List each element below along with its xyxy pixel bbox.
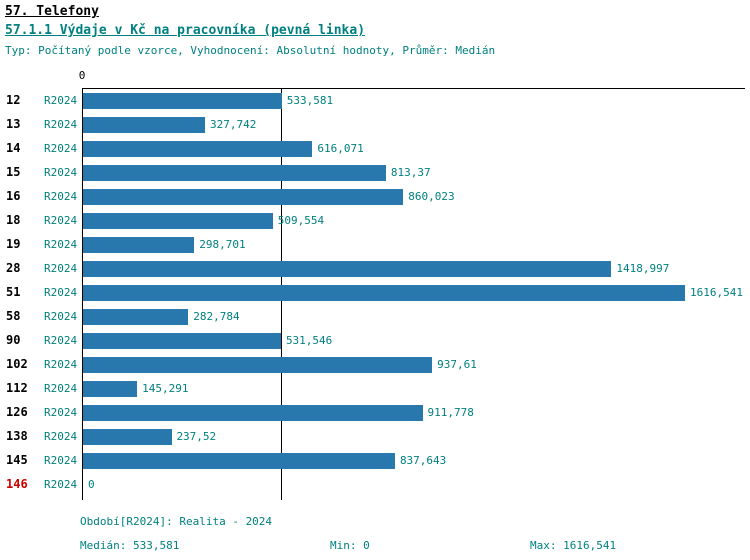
bar (83, 429, 172, 445)
period-label: R2024 (44, 478, 78, 491)
chart-row: 14 R2024 616,071 (0, 137, 750, 161)
category-label: 146 (6, 477, 28, 491)
axis-top-line (82, 88, 745, 89)
category-label: 51 (6, 285, 21, 299)
chart-row: 12 R2024 533,581 (0, 89, 750, 113)
chart-row: 146 R2024 0 (0, 473, 750, 497)
chart-row: 15 R2024 813,37 (0, 161, 750, 185)
period-label: R2024 (44, 286, 78, 299)
chart-subtitle: Typ: Počítaný podle vzorce, Vyhodnocení:… (5, 44, 496, 57)
period-label: R2024 (44, 406, 78, 419)
category-label: 12 (6, 93, 21, 107)
chart-row: 90 R2024 531,546 (0, 329, 750, 353)
value-label: 237,52 (176, 430, 217, 443)
period-label: R2024 (44, 94, 78, 107)
chart-title: 57.1.1 Výdaje v Kč na pracovníka (pevná … (5, 23, 366, 38)
axis-zero-line (82, 88, 83, 500)
chart-row: 145 R2024 837,643 (0, 449, 750, 473)
footer-median: Medián: 533,581 (80, 539, 180, 552)
category-label: 90 (6, 333, 21, 347)
period-label: R2024 (44, 382, 78, 395)
chart-row: 13 R2024 327,742 (0, 113, 750, 137)
category-label: 14 (6, 141, 21, 155)
footer-min: Min: 0 (330, 539, 370, 552)
category-label: 16 (6, 189, 21, 203)
bar (83, 141, 313, 157)
value-label: 813,37 (390, 166, 431, 179)
bar (83, 357, 433, 373)
period-label: R2024 (44, 430, 78, 443)
chart-row: 126 R2024 911,778 (0, 401, 750, 425)
value-label: 837,643 (399, 454, 447, 467)
period-label: R2024 (44, 454, 78, 467)
chart-row: 19 R2024 298,701 (0, 233, 750, 257)
category-label: 19 (6, 237, 21, 251)
bar (83, 93, 282, 109)
category-label: 18 (6, 213, 21, 227)
bar (83, 309, 189, 325)
bar (83, 381, 138, 397)
value-label: 937,61 (437, 358, 477, 371)
category-label: 13 (6, 117, 21, 131)
value-label: 327,742 (210, 118, 257, 131)
value-label: 531,546 (285, 334, 333, 347)
value-label: 616,071 (317, 142, 364, 155)
category-label: 138 (6, 429, 28, 443)
value-label: 298,701 (199, 238, 246, 251)
bar (83, 189, 404, 205)
bar (83, 333, 281, 349)
period-label: R2024 (44, 334, 78, 347)
chart-row: 18 R2024 509,554 (0, 209, 750, 233)
axis-zero-tick-label: 0 (78, 69, 86, 82)
period-label: R2024 (44, 358, 78, 371)
period-label: R2024 (44, 238, 78, 251)
bar (83, 237, 195, 253)
chart-row: 28 R2024 1418,997 (0, 257, 750, 281)
chart-row: 16 R2024 860,023 (0, 185, 750, 209)
category-label: 58 (6, 309, 21, 323)
bar (83, 261, 612, 277)
bar (83, 453, 395, 469)
category-label: 102 (6, 357, 28, 371)
footer-period: Období[R2024]: Realita - 2024 (80, 515, 273, 528)
bar (83, 165, 386, 181)
period-label: R2024 (44, 310, 78, 323)
chart-row: 58 R2024 282,784 (0, 305, 750, 329)
period-label: R2024 (44, 190, 78, 203)
chart-row: 112 R2024 145,291 (0, 377, 750, 401)
value-label: 860,023 (408, 190, 455, 203)
category-label: 112 (6, 381, 28, 395)
value-label: 282,784 (193, 310, 240, 323)
period-label: R2024 (44, 118, 78, 131)
chart-rows: 12 R2024 533,581 13 R2024 327,742 14 R2024 616,0… (0, 89, 750, 497)
footer-max: Max: 1616,541 (530, 539, 617, 552)
value-label: 0 (88, 478, 95, 491)
chart-row: 138 R2024 237,52 (0, 425, 750, 449)
bar (83, 117, 206, 133)
value-label: 509,554 (277, 214, 325, 227)
chart-row: 102 R2024 937,61 (0, 353, 750, 377)
category-label: 28 (6, 261, 21, 275)
value-label: 145,291 (142, 382, 189, 395)
category-label: 145 (6, 453, 28, 467)
period-label: R2024 (44, 214, 78, 227)
value-label: 533,581 (286, 94, 334, 107)
bar (83, 285, 685, 301)
bar (83, 405, 423, 421)
chart-row: 51 R2024 1616,541 (0, 281, 750, 305)
period-label: R2024 (44, 142, 78, 155)
page-title: 57. Telefony (5, 4, 99, 19)
period-label: R2024 (44, 166, 78, 179)
value-label: 1616,541 (690, 286, 743, 299)
category-label: 15 (6, 165, 21, 179)
value-label: 1418,997 (616, 262, 670, 275)
category-label: 126 (6, 405, 28, 419)
period-label: R2024 (44, 262, 78, 275)
value-label: 911,778 (427, 406, 474, 419)
bar (83, 213, 273, 229)
